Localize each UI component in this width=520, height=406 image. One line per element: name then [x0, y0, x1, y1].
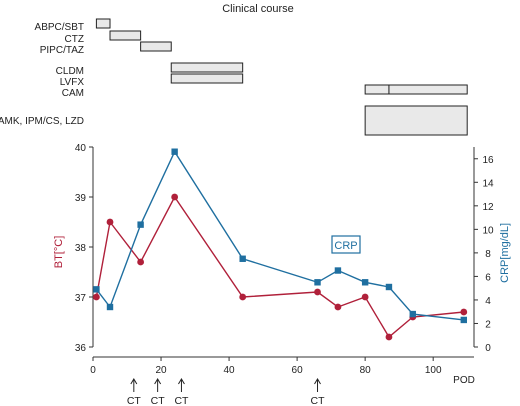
- y-right-tick-label: 12: [482, 202, 494, 213]
- y-right-tick-label: 10: [482, 225, 494, 236]
- x-tick-label: 60: [292, 365, 304, 376]
- ct-arrow-head: [154, 378, 162, 385]
- plot-area: CRP: [93, 148, 468, 341]
- crp-point: [106, 303, 114, 311]
- bt-point: [171, 193, 179, 201]
- y-right-tick-label: 8: [485, 249, 491, 260]
- ct-label: CT: [311, 395, 326, 406]
- crp-point: [409, 310, 416, 318]
- y-left-tick-label: 37: [75, 293, 87, 304]
- bt-point: [314, 288, 321, 296]
- drug-bar: [170, 73, 244, 84]
- crp-point: [361, 279, 369, 286]
- ct-label: CT: [127, 395, 142, 406]
- bt-point: [385, 333, 393, 341]
- bt-point: [106, 218, 114, 226]
- drug-label: CTZ: [65, 34, 84, 45]
- drug-label: PIPC/TAZ: [40, 45, 84, 56]
- ct-label: CT: [151, 395, 166, 406]
- bt-point: [334, 303, 342, 311]
- bt-series-line: [95, 195, 464, 339]
- crp-point: [93, 286, 100, 293]
- drug-bar: [388, 84, 468, 95]
- drug-label: ABPC/SBT: [35, 22, 84, 33]
- x-tick-label: 0: [90, 365, 96, 376]
- drug-bar: [95, 18, 111, 29]
- axes: 0 20 40 60 80 100 POD 36 37 38 39 40 0 2 4 6 8 10 12 14 16 BT…: [53, 143, 511, 386]
- x-tick-label: 40: [224, 365, 236, 376]
- y-left-axis-label: BT[°C]: [53, 236, 65, 269]
- drug-bar: [109, 30, 142, 41]
- x-axis-label: POD: [453, 375, 475, 386]
- crp-point: [171, 148, 178, 155]
- y-right-tick-label: 6: [485, 272, 491, 283]
- crp-point: [334, 267, 342, 274]
- chart-title: Clinical course: [222, 3, 294, 15]
- drug-label: LVFX: [60, 77, 85, 88]
- drug-bar: [364, 105, 468, 136]
- ct-arrow-head: [314, 378, 321, 385]
- x-tick-label: 100: [425, 365, 442, 376]
- drug-bar: [140, 41, 172, 52]
- ct-label: CT: [174, 395, 189, 406]
- bt-point: [239, 293, 247, 301]
- bt-point: [460, 308, 468, 316]
- x-tick-label: 20: [155, 365, 167, 376]
- crp-legend-label: CRP: [334, 240, 357, 252]
- crp-point: [137, 221, 144, 228]
- bt-point: [137, 258, 145, 266]
- crp-point: [385, 283, 393, 291]
- ct-arrow-head: [130, 378, 138, 385]
- ct-annotations: CT CT CT CT: [127, 378, 326, 406]
- crp-point: [239, 255, 246, 262]
- y-right-tick-label: 4: [485, 296, 491, 307]
- drug-bar: [364, 84, 390, 95]
- y-left-tick-label: 38: [75, 243, 87, 254]
- y-right-tick-label: 0: [485, 343, 491, 354]
- y-right-axis-label: CRP[mg/dL]: [499, 223, 511, 283]
- crp-point: [314, 279, 321, 286]
- y-right-tick-label: 16: [482, 155, 494, 166]
- drug-bar: [170, 62, 244, 73]
- y-right-tick-label: 2: [485, 319, 491, 330]
- bt-point: [361, 293, 369, 301]
- y-right-tick-label: 14: [482, 178, 494, 189]
- crp-legend-box: [331, 235, 361, 254]
- drug-label: AMK, IPM/CS, LZD: [0, 116, 84, 127]
- x-tick-label: 80: [360, 365, 372, 376]
- crp-point: [460, 316, 467, 324]
- drug-label: CLDM: [56, 66, 84, 77]
- y-left-tick-label: 36: [75, 343, 87, 354]
- ct-arrow-head: [178, 378, 185, 385]
- y-left-tick-label: 39: [75, 193, 87, 204]
- y-left-tick-label: 40: [75, 143, 87, 154]
- bt-point: [93, 293, 100, 301]
- drug-label: CAM: [62, 88, 84, 99]
